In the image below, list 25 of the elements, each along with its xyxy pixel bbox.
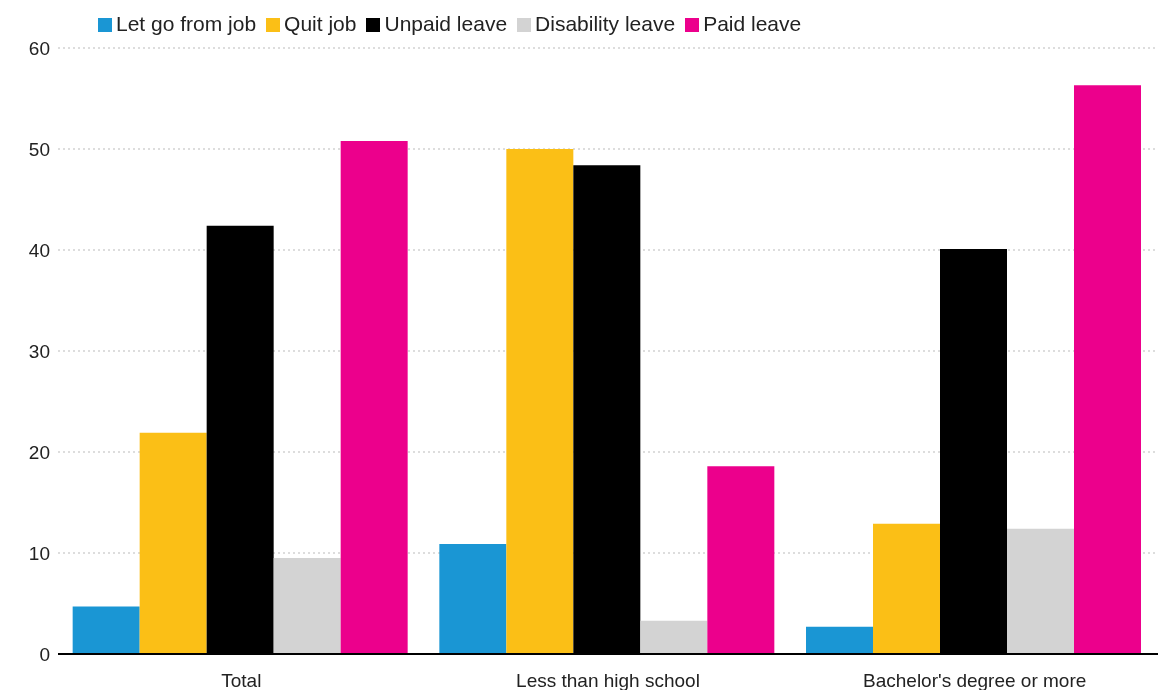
y-tick-label: 60 (28, 37, 50, 59)
bar (439, 543, 507, 654)
y-tick-label: 30 (28, 340, 50, 362)
legend-label: Paid leave (703, 12, 802, 35)
x-tick-label: Total (221, 670, 262, 692)
bar (806, 626, 873, 654)
y-tick-label: 40 (28, 239, 50, 261)
y-tick-label: 50 (28, 138, 50, 160)
y-tick-label: 20 (28, 441, 50, 463)
legend-label: Unpaid leave (384, 12, 508, 35)
bar (1007, 528, 1074, 654)
bar (1074, 85, 1141, 654)
bar (707, 466, 775, 654)
legend-label: Let go from job (116, 12, 257, 35)
bar (506, 149, 574, 654)
y-tick-label: 0 (39, 643, 50, 665)
legend-label: Quit job (284, 12, 357, 35)
bar (640, 620, 708, 654)
legend-label: Disability leave (535, 12, 676, 35)
bar (340, 140, 408, 654)
y-tick-label: 10 (28, 542, 50, 564)
bar (72, 606, 140, 654)
bar (139, 432, 207, 654)
bar (873, 523, 940, 654)
bar (273, 558, 341, 654)
